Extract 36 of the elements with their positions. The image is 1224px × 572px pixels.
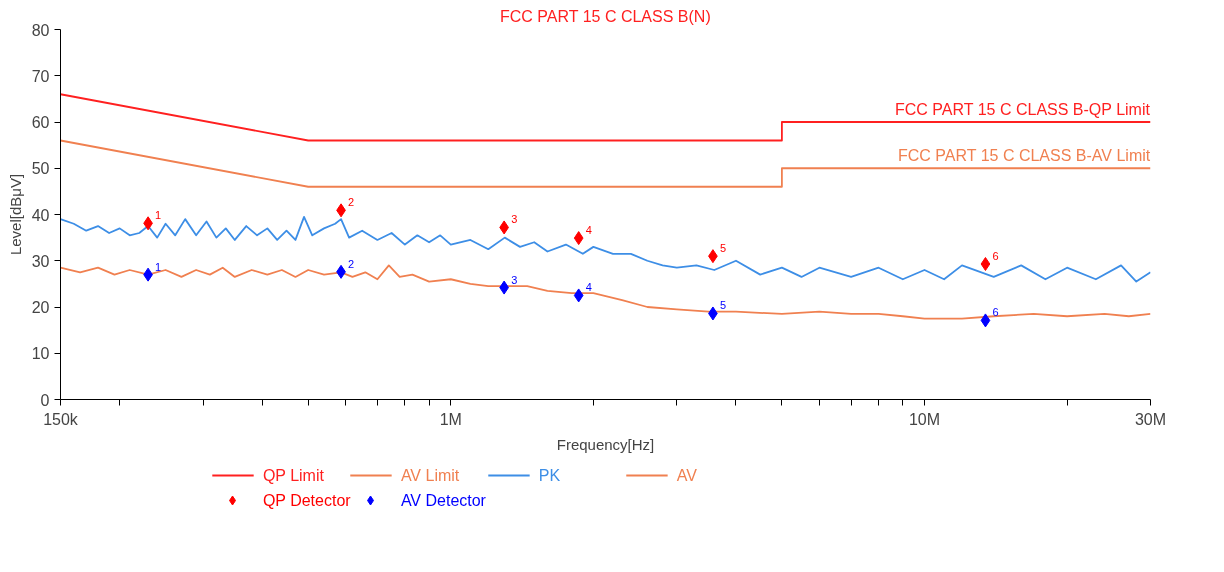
legend-label: QP Detector: [262, 492, 352, 509]
annotation: 5: [719, 299, 727, 312]
x-axis-title: Frequency[Hz]: [556, 435, 655, 453]
annotation: FCC PART 15 C CLASS B-AV Limit: [897, 147, 1151, 165]
annotation: 3: [511, 213, 518, 226]
y-tick-label: 60: [31, 114, 50, 131]
x-tick-label: 10M: [908, 410, 941, 428]
annotation: 3: [511, 273, 518, 286]
annotation: 6: [992, 306, 999, 319]
x-tick-label: 30M: [1134, 410, 1167, 428]
chart-title: FCC PART 15 C CLASS B(N): [500, 7, 711, 25]
y-tick-label: 20: [31, 299, 50, 316]
legend-label: AV: [676, 467, 698, 484]
annotation: 2: [348, 196, 355, 209]
x-tick-label: 150k: [43, 410, 79, 428]
y-tick-label: 40: [31, 206, 50, 224]
annotation: 4: [585, 281, 592, 294]
legend-label: AV Detector: [400, 492, 487, 509]
y-tick-label: 70: [31, 67, 50, 85]
annotation: 1: [155, 260, 162, 273]
annotation: 2: [348, 257, 355, 270]
y-axis-title: Level[dBμV]: [6, 173, 24, 256]
y-tick-label: 80: [31, 21, 50, 39]
annotation: 1: [155, 209, 162, 222]
y-tick-label: 50: [31, 160, 50, 178]
legend-label: AV Limit: [400, 467, 460, 484]
annotation: 5: [719, 242, 727, 255]
legend-label: QP Limit: [262, 467, 325, 484]
x-tick-label: 1M: [439, 410, 462, 428]
annotation: FCC PART 15 C CLASS B-QP Limit: [895, 101, 1151, 118]
legend-label: PK: [538, 467, 561, 484]
y-tick-label: 0: [40, 391, 50, 409]
annotation: 6: [992, 249, 999, 262]
annotation: 4: [585, 224, 592, 237]
y-tick-label: 10: [31, 345, 50, 363]
y-tick-label: 30: [31, 252, 50, 270]
